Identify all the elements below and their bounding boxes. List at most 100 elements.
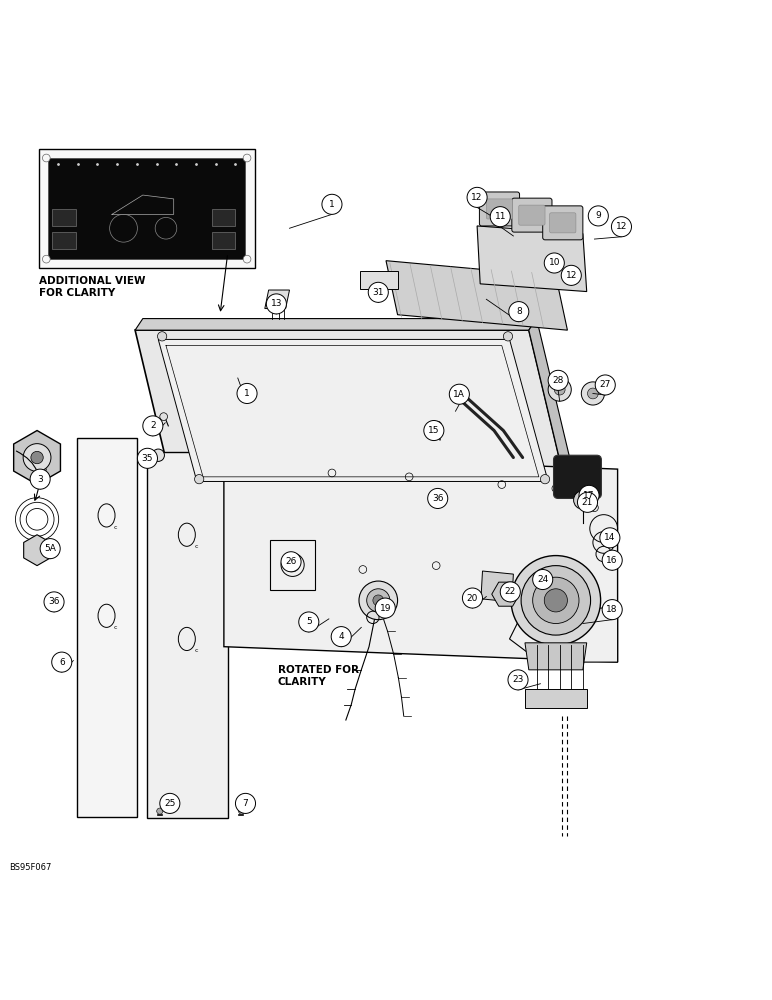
Text: 25: 25 xyxy=(164,799,175,808)
Polygon shape xyxy=(525,689,587,708)
Text: 18: 18 xyxy=(607,605,618,614)
Text: 12: 12 xyxy=(616,222,627,231)
Circle shape xyxy=(160,413,168,420)
FancyBboxPatch shape xyxy=(39,149,255,268)
Text: 4: 4 xyxy=(338,632,344,641)
FancyBboxPatch shape xyxy=(479,192,520,226)
Text: 1A: 1A xyxy=(453,390,466,399)
Text: 36: 36 xyxy=(432,494,443,503)
Text: 21: 21 xyxy=(582,498,593,507)
Text: 3: 3 xyxy=(37,475,43,484)
Text: ROTATED FOR
CLARITY: ROTATED FOR CLARITY xyxy=(278,665,359,687)
Circle shape xyxy=(544,589,567,612)
Circle shape xyxy=(23,444,51,471)
Polygon shape xyxy=(14,431,60,485)
FancyBboxPatch shape xyxy=(550,213,576,233)
Circle shape xyxy=(544,253,564,273)
Text: 14: 14 xyxy=(604,533,615,542)
Text: 9: 9 xyxy=(595,211,601,220)
Circle shape xyxy=(467,187,487,207)
Text: 24: 24 xyxy=(537,575,548,584)
Circle shape xyxy=(137,448,157,468)
Text: 31: 31 xyxy=(373,288,384,297)
Circle shape xyxy=(533,569,553,590)
Circle shape xyxy=(31,451,43,464)
Circle shape xyxy=(511,556,601,645)
Text: c: c xyxy=(195,544,198,549)
Polygon shape xyxy=(510,608,618,662)
Polygon shape xyxy=(24,535,50,566)
Polygon shape xyxy=(158,339,548,481)
Text: BS95F067: BS95F067 xyxy=(9,863,52,872)
Polygon shape xyxy=(525,643,587,670)
Polygon shape xyxy=(265,290,290,309)
Text: 12: 12 xyxy=(472,193,482,202)
Circle shape xyxy=(602,550,622,570)
Circle shape xyxy=(509,302,529,322)
Circle shape xyxy=(281,552,301,572)
Circle shape xyxy=(243,154,251,162)
Circle shape xyxy=(40,539,60,559)
Text: 5A: 5A xyxy=(44,544,56,553)
FancyBboxPatch shape xyxy=(48,158,245,259)
Circle shape xyxy=(503,332,513,341)
Circle shape xyxy=(428,488,448,508)
Circle shape xyxy=(508,670,528,690)
Text: 26: 26 xyxy=(286,557,296,566)
Text: 15: 15 xyxy=(428,426,439,435)
Polygon shape xyxy=(477,226,587,292)
FancyBboxPatch shape xyxy=(360,271,398,289)
Circle shape xyxy=(322,194,342,214)
Circle shape xyxy=(574,491,592,509)
Circle shape xyxy=(286,558,300,572)
Circle shape xyxy=(157,808,163,814)
Text: 19: 19 xyxy=(380,604,391,613)
Circle shape xyxy=(42,255,50,263)
Circle shape xyxy=(521,566,591,635)
Circle shape xyxy=(152,449,164,461)
Text: 20: 20 xyxy=(467,594,478,603)
Circle shape xyxy=(579,485,599,505)
Circle shape xyxy=(500,582,520,602)
Circle shape xyxy=(602,600,622,620)
Polygon shape xyxy=(135,319,537,330)
Text: 8: 8 xyxy=(516,307,522,316)
Polygon shape xyxy=(147,452,228,818)
Text: ADDITIONAL VIEW
FOR CLARITY: ADDITIONAL VIEW FOR CLARITY xyxy=(39,276,145,298)
FancyBboxPatch shape xyxy=(486,199,513,219)
Polygon shape xyxy=(77,438,137,817)
Circle shape xyxy=(299,612,319,632)
Text: 16: 16 xyxy=(607,556,618,565)
Text: 22: 22 xyxy=(505,587,516,596)
Circle shape xyxy=(368,282,388,302)
FancyBboxPatch shape xyxy=(270,540,315,590)
FancyBboxPatch shape xyxy=(543,206,583,240)
Polygon shape xyxy=(529,319,575,492)
Circle shape xyxy=(588,206,608,226)
Text: 17: 17 xyxy=(584,491,594,500)
Polygon shape xyxy=(492,582,520,606)
Circle shape xyxy=(561,265,581,285)
Circle shape xyxy=(160,793,180,813)
Text: c: c xyxy=(195,648,198,653)
Text: 7: 7 xyxy=(242,799,249,808)
Text: 28: 28 xyxy=(553,376,564,385)
Circle shape xyxy=(52,652,72,672)
Circle shape xyxy=(42,154,50,162)
Text: 1: 1 xyxy=(329,200,335,209)
Circle shape xyxy=(611,217,631,237)
Text: 27: 27 xyxy=(600,380,611,389)
FancyBboxPatch shape xyxy=(212,232,235,249)
Circle shape xyxy=(449,384,469,404)
Circle shape xyxy=(235,793,256,813)
Circle shape xyxy=(375,598,395,618)
Circle shape xyxy=(331,627,351,647)
Text: 35: 35 xyxy=(142,454,153,463)
Text: 13: 13 xyxy=(271,299,282,308)
Circle shape xyxy=(540,475,550,484)
Text: 2: 2 xyxy=(150,421,156,430)
Circle shape xyxy=(243,255,251,263)
Circle shape xyxy=(548,370,568,390)
Polygon shape xyxy=(224,454,618,662)
FancyBboxPatch shape xyxy=(212,209,235,226)
